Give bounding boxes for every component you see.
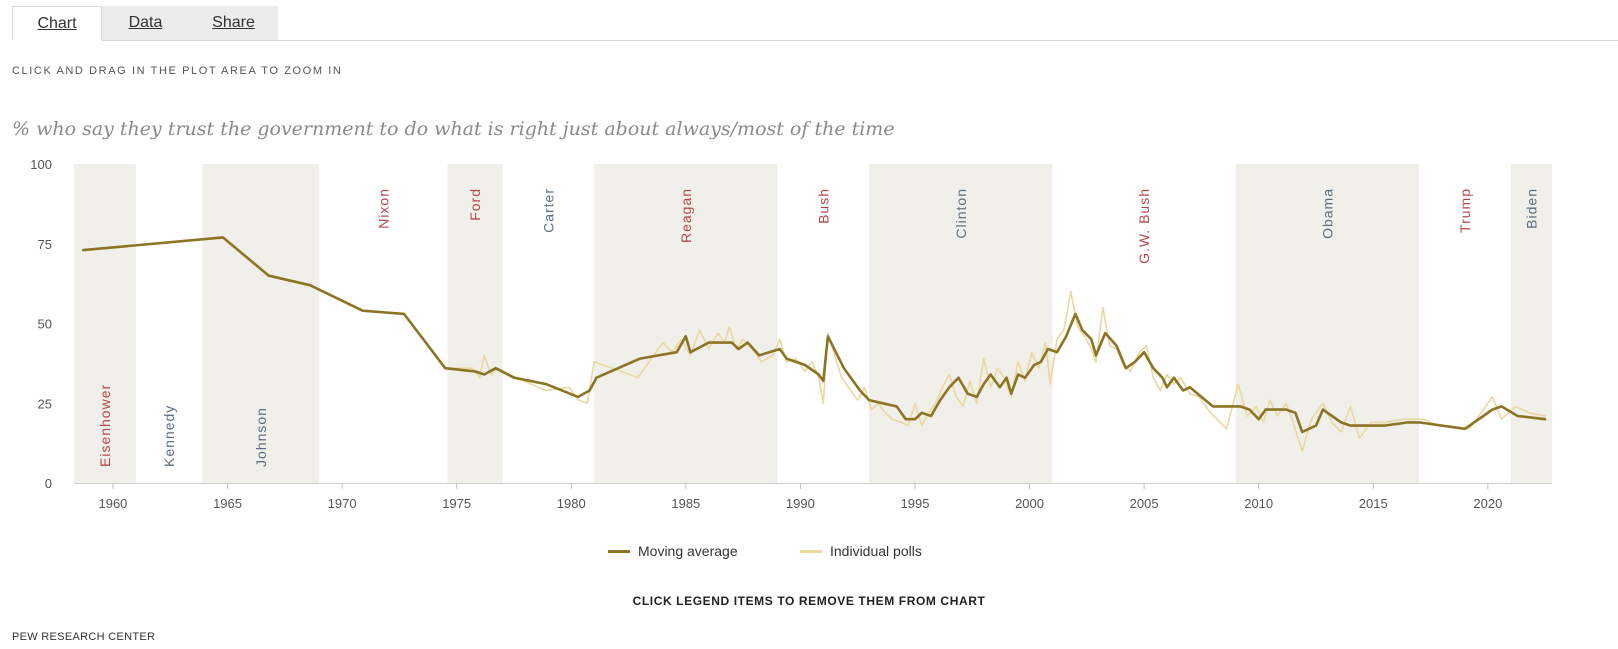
band-reagan — [594, 164, 778, 483]
axes: 0 25 50 75 100 1960 1965 1970 1975 1980 1985 1990 19… — [30, 157, 1552, 511]
legend-label-moving-average: Moving average — [638, 543, 738, 559]
president-label-eisenhower: Eisenhower — [97, 384, 113, 467]
band-ford — [447, 164, 503, 483]
president-bands — [74, 164, 1552, 483]
band-obama — [1235, 164, 1420, 483]
individual-polls-swatch — [800, 550, 822, 553]
y-tick-label: 0 — [45, 476, 52, 491]
tab-bar: Chart Data Share — [12, 6, 1618, 41]
x-tick-label: 2010 — [1244, 496, 1273, 511]
tab-chart[interactable]: Chart — [12, 6, 102, 41]
band-clinton — [869, 164, 1053, 483]
president-label-johnson: Johnson — [253, 407, 269, 467]
tab-share[interactable]: Share — [189, 6, 278, 40]
x-tick-label: 1990 — [786, 496, 815, 511]
moving-average-line[interactable] — [81, 236, 1547, 434]
y-tick-label: 25 — [38, 396, 52, 411]
x-tick-label: 2000 — [1015, 496, 1044, 511]
president-label-bush: Bush — [815, 188, 831, 224]
x-tick-label: 1975 — [442, 496, 471, 511]
x-tick-label: 1985 — [671, 496, 700, 511]
band-johnson — [202, 164, 320, 483]
president-label-ford: Ford — [467, 188, 483, 221]
x-tick-label: 1980 — [557, 496, 586, 511]
legend-hint: CLICK LEGEND ITEMS TO REMOVE THEM FROM C… — [632, 594, 986, 608]
president-label-reagan: Reagan — [678, 188, 694, 243]
president-label-nixon: Nixon — [375, 188, 391, 229]
president-labels: Eisenhower Kennedy Johnson Nixon Ford Carter R… — [97, 188, 1539, 467]
president-label-trump: Trump — [1457, 188, 1473, 233]
president-label-g-w-bush: G.W. Bush — [1136, 188, 1152, 264]
chart-title: % who say they trust the government to d… — [12, 118, 895, 140]
x-tick-label: 2020 — [1473, 496, 1502, 511]
president-label-biden: Biden — [1523, 188, 1539, 229]
zoom-instruction: CLICK AND DRAG IN THE PLOT AREA TO ZOOM … — [12, 65, 343, 77]
y-tick-label: 100 — [30, 157, 52, 172]
x-tick-label: 2015 — [1359, 496, 1388, 511]
x-tick-label: 1965 — [213, 496, 242, 511]
y-tick-label: 75 — [38, 237, 52, 252]
president-label-carter: Carter — [540, 188, 556, 233]
tab-data[interactable]: Data — [102, 6, 189, 40]
moving-average-swatch — [608, 550, 630, 553]
x-tick-label: 1960 — [98, 496, 127, 511]
band-biden — [1510, 164, 1552, 483]
x-tick-label: 2005 — [1130, 496, 1159, 511]
president-label-obama: Obama — [1319, 188, 1335, 239]
president-label-kennedy: Kennedy — [161, 405, 177, 467]
source-credit: PEW RESEARCH CENTER — [12, 631, 156, 643]
y-tick-label: 50 — [38, 317, 52, 332]
legend-label-individual-polls: Individual polls — [830, 543, 922, 559]
president-label-clinton: Clinton — [953, 188, 969, 239]
band-eisenhower — [74, 164, 136, 483]
x-tick-label: 1970 — [328, 496, 357, 511]
series-lines — [81, 236, 1547, 452]
x-tick-label: 1995 — [901, 496, 930, 511]
chart-svg[interactable]: 0 25 50 75 100 1960 1965 1970 1975 1980 1985 1990 19… — [0, 150, 1618, 535]
legend: Moving average Individual polls — [0, 540, 1618, 562]
